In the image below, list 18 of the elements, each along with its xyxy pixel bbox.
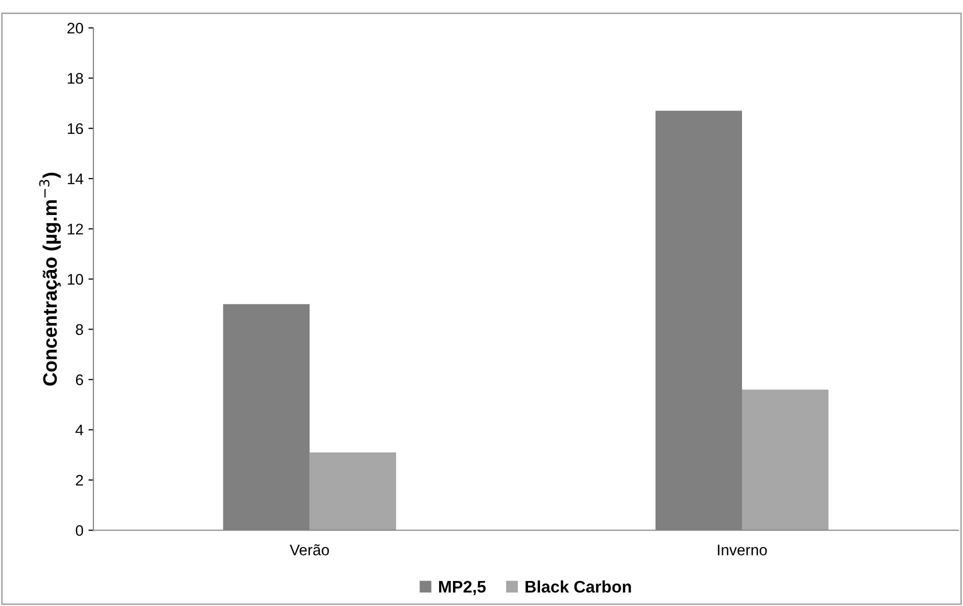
bar — [310, 452, 396, 530]
y-tick-label: 0 — [76, 525, 84, 536]
x-tick-label: Verão — [290, 544, 329, 556]
y-tick-label: 4 — [76, 424, 84, 436]
x-tick-label: Inverno — [718, 544, 767, 556]
y-tick-label: 12 — [68, 224, 83, 234]
legend-label: Black Carbon — [526, 580, 631, 593]
legend-label: MP2,5 — [439, 580, 486, 596]
y-tick-label: 14 — [68, 174, 84, 184]
y-axis-title: Concentração (µg.m$^{−3}$) — [39, 172, 61, 386]
y-tick-label: 16 — [68, 123, 84, 134]
y-tick-label: 6 — [76, 374, 84, 386]
y-tick-label: 18 — [68, 72, 84, 84]
y-tick-label: 10 — [68, 274, 84, 285]
y-tick-label: 8 — [76, 324, 84, 335]
bar — [742, 390, 828, 530]
y-tick-label: 2 — [76, 474, 83, 486]
y-tick-label: 20 — [67, 22, 84, 34]
